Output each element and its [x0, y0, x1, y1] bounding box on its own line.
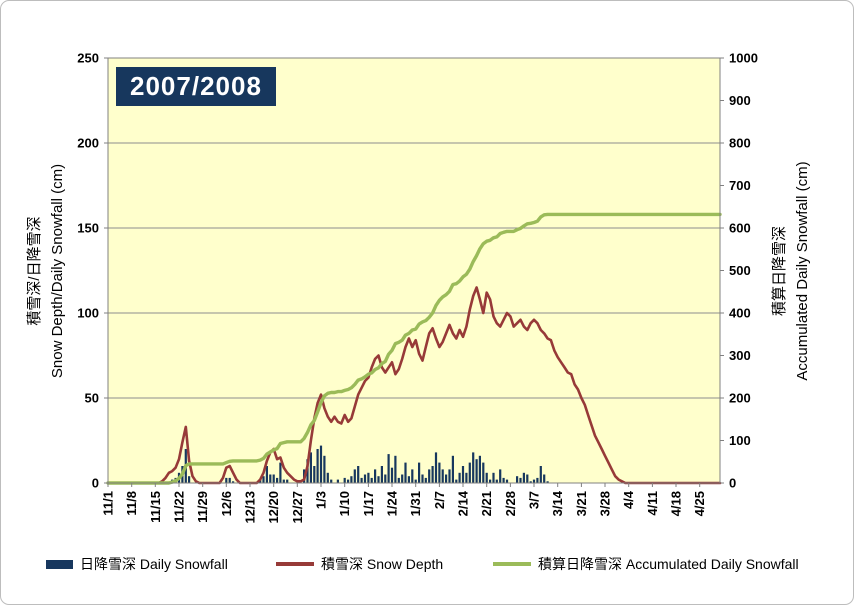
legend-label-accumulated: 積算日降雪深 Accumulated Daily Snowfall — [538, 556, 799, 572]
legend-item-snow-depth: 積雪深 Snow Depth — [276, 553, 443, 575]
svg-text:1/3: 1/3 — [314, 491, 329, 509]
svg-text:50: 50 — [85, 391, 99, 406]
snow-depth-swatch — [276, 562, 314, 566]
left-axis-title: 積雪深/日降雪深 Snow Depth/Daily Snowfall (cm) — [23, 51, 69, 491]
svg-text:4/4: 4/4 — [621, 490, 636, 509]
svg-text:3/7: 3/7 — [527, 491, 542, 509]
svg-text:800: 800 — [729, 136, 751, 151]
svg-text:600: 600 — [729, 221, 751, 236]
svg-text:400: 400 — [729, 306, 751, 321]
svg-text:100: 100 — [729, 433, 751, 448]
svg-text:200: 200 — [77, 136, 99, 151]
svg-text:3/28: 3/28 — [598, 491, 613, 516]
left-axis-title-en: Snow Depth/Daily Snowfall (cm) — [49, 163, 66, 379]
left-axis-title-cjk: 積雪深/日降雪深 — [26, 216, 43, 326]
svg-text:200: 200 — [729, 391, 751, 406]
svg-text:12/20: 12/20 — [266, 491, 281, 524]
svg-text:4/11: 4/11 — [645, 491, 660, 516]
gridlines — [108, 57, 720, 399]
svg-text:4/18: 4/18 — [669, 491, 684, 516]
legend-label-daily-snowfall: 日降雪深 Daily Snowfall — [80, 556, 228, 572]
svg-text:700: 700 — [729, 178, 751, 193]
accumulated-line — [106, 212, 722, 485]
svg-text:3/21: 3/21 — [574, 491, 589, 516]
legend-label-snow-depth: 積雪深 Snow Depth — [321, 556, 444, 572]
svg-text:1000: 1000 — [729, 51, 758, 66]
svg-text:11/22: 11/22 — [172, 491, 187, 523]
right-axis-title-cjk: 積算日降雪深 — [771, 226, 788, 317]
left-axis-ticks: 0 50 100 150 200 250 — [77, 51, 108, 491]
svg-text:11/15: 11/15 — [148, 491, 163, 523]
svg-text:3/14: 3/14 — [550, 490, 565, 516]
svg-text:1/10: 1/10 — [337, 491, 352, 516]
svg-text:11/1: 11/1 — [101, 491, 116, 516]
svg-text:2/28: 2/28 — [503, 491, 518, 516]
svg-text:11/29: 11/29 — [195, 491, 210, 523]
season-title: 2007/2008 — [116, 67, 276, 107]
svg-text:0: 0 — [729, 476, 736, 491]
svg-text:11/8: 11/8 — [124, 491, 139, 516]
legend-item-daily-snowfall: 日降雪深 Daily Snowfall — [46, 553, 228, 575]
svg-text:1/31: 1/31 — [408, 491, 423, 516]
x-axis-ticks: 11/1 11/8 11/15 11/22 11/29 12/6 12/13 12/20 12/… — [101, 483, 707, 524]
svg-text:100: 100 — [77, 306, 99, 321]
svg-text:1/17: 1/17 — [361, 491, 376, 516]
right-axis-title: 積算日降雪深 Accumulated Daily Snowfall (cm) — [768, 51, 814, 491]
svg-text:250: 250 — [77, 51, 99, 66]
svg-text:900: 900 — [729, 93, 751, 108]
svg-text:12/13: 12/13 — [243, 491, 258, 524]
accumulated-swatch — [493, 562, 531, 566]
svg-text:2/21: 2/21 — [479, 491, 494, 516]
svg-text:2/7: 2/7 — [432, 491, 447, 509]
daily-snowfall-swatch — [46, 559, 73, 569]
right-axis-title-en: Accumulated Daily Snowfall (cm) — [794, 161, 811, 381]
svg-text:500: 500 — [729, 263, 751, 278]
svg-text:1/24: 1/24 — [385, 490, 400, 516]
svg-text:12/27: 12/27 — [290, 491, 305, 524]
svg-text:300: 300 — [729, 348, 751, 363]
svg-text:12/6: 12/6 — [219, 491, 234, 516]
svg-text:150: 150 — [77, 221, 99, 236]
svg-text:4/25: 4/25 — [692, 491, 707, 516]
right-axis-ticks: 0 100 200 300 400 500 600 700 800 900 1000 — [720, 51, 758, 491]
legend-item-accumulated: 積算日降雪深 Accumulated Daily Snowfall — [493, 553, 799, 575]
svg-text:2/14: 2/14 — [456, 490, 471, 516]
svg-text:0: 0 — [92, 476, 99, 491]
